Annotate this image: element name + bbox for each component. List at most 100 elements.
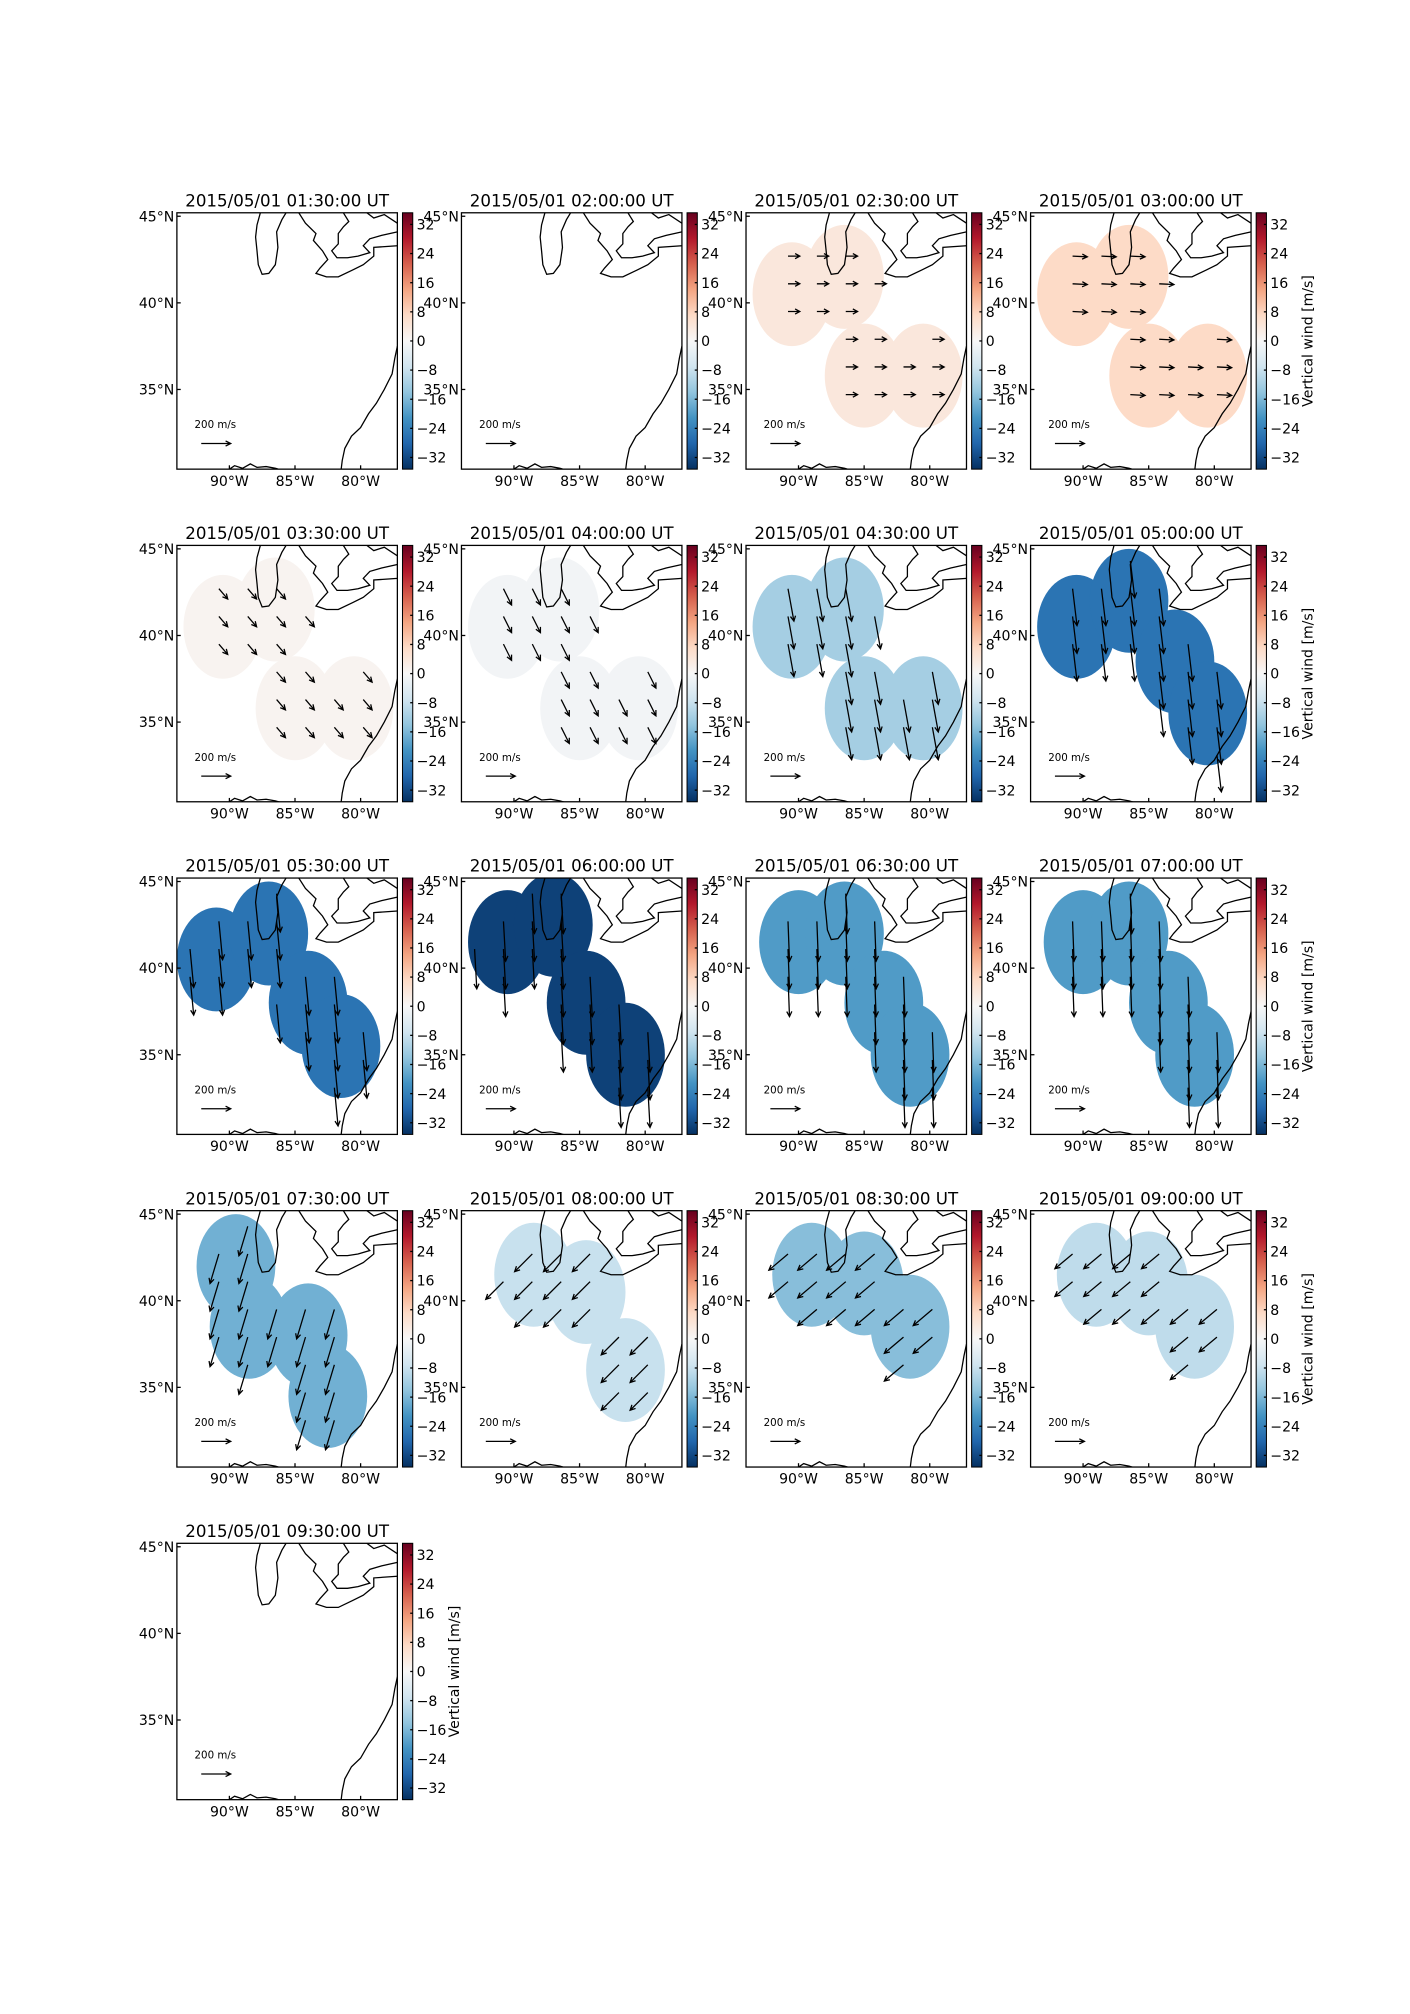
wind-arrow [275, 893, 283, 934]
colorbar-tick-label: 16 [701, 1274, 719, 1290]
coastline [900, 878, 967, 924]
quiver-key-arrow [201, 773, 233, 780]
lon-tick-label: 90°W [779, 806, 818, 822]
wind-arrow [617, 1059, 625, 1102]
colorbar-tick-label: 32 [701, 1215, 719, 1231]
lat-tick-label: 45°N [708, 1207, 743, 1223]
lon-tick-label: 80°W [626, 1139, 665, 1155]
wind-arrow [1082, 1308, 1102, 1326]
wind-arrow [513, 1281, 533, 1301]
wind-arrow [1140, 1308, 1160, 1326]
wind-arrow [1215, 1059, 1222, 1102]
quiver-key-label: 200 m/s [479, 1417, 521, 1429]
wind-arrow [531, 893, 538, 935]
lon-tick-label: 85°W [1129, 806, 1168, 822]
wind-arrow [323, 1309, 335, 1341]
colorbar-tick-label: −16 [701, 725, 731, 741]
lat-tick-label: 45°N [993, 875, 1028, 891]
lon-tick-label: 90°W [210, 1804, 249, 1820]
wind-arrow [618, 699, 628, 718]
wind-arrow [767, 1253, 789, 1272]
wind-arrow [1157, 976, 1164, 1019]
wind-arrow [912, 1308, 933, 1327]
wind-arrow [873, 616, 883, 651]
map-panel: 200 m/s 2015/05/01 09:00:00 UT 45°N 40°N 35°… [993, 1189, 1317, 1487]
colorbar-tick-label: −8 [417, 1361, 438, 1377]
wind-arrow [247, 588, 258, 601]
wind-arrow [796, 1281, 818, 1299]
panel-title: 2015/05/01 06:30:00 UT [754, 857, 959, 876]
map-frame [1029, 212, 1252, 470]
wind-arrow [295, 1364, 307, 1396]
wind-arrow [1215, 1032, 1222, 1074]
coverage-cell [520, 557, 600, 662]
wind-arrow [787, 588, 797, 623]
wind-arrow [845, 336, 859, 343]
wind-arrow [1129, 560, 1138, 600]
lon-tick-label: 85°W [276, 1472, 315, 1488]
wind-arrow [1128, 893, 1135, 935]
wind-arrow [1186, 1004, 1193, 1046]
wind-arrow [589, 727, 599, 745]
wind-arrow [845, 588, 854, 623]
coverage-cell [209, 1274, 289, 1379]
coastline [1081, 463, 1135, 470]
wind-arrow [629, 1336, 649, 1356]
coastline [298, 1210, 398, 1276]
map-area [1037, 212, 1252, 470]
quiver-key-label: 200 m/s [479, 1084, 521, 1096]
coastline [615, 1210, 682, 1257]
wind-arrow [617, 1004, 625, 1046]
lat-tick-label: 35°N [708, 383, 743, 399]
lat-tick-label: 35°N [423, 1380, 458, 1396]
lon-tick-label: 90°W [779, 1472, 818, 1488]
colorbar-tick-label: −16 [417, 392, 447, 408]
coverage-cell [1109, 323, 1189, 428]
quiver-key-label: 200 m/s [1048, 752, 1090, 764]
map-area [752, 545, 967, 802]
coastline [1184, 1210, 1252, 1257]
wind-arrow [1158, 644, 1167, 683]
coastline [625, 1011, 682, 1135]
wind-arrow [1187, 671, 1196, 711]
lon-tick-label: 90°W [210, 474, 249, 490]
lat-tick-label: 40°N [708, 1294, 743, 1310]
colorbar-tick-label: 32 [1270, 1215, 1288, 1231]
coastline [539, 212, 572, 276]
wind-arrow [589, 671, 599, 690]
lon-tick-label: 85°W [1129, 1472, 1168, 1488]
coastline [867, 878, 967, 943]
quiver-key-label: 200 m/s [764, 1417, 806, 1429]
map-frame [1029, 544, 1252, 803]
wind-arrow [218, 616, 229, 628]
lon-tick-label: 80°W [341, 1139, 380, 1155]
colorbar-tick-label: −32 [986, 1116, 1016, 1132]
coverage-cell [1089, 224, 1169, 329]
map-frame [745, 877, 968, 1136]
lon-tick-label: 90°W [210, 1139, 249, 1155]
wind-arrow [531, 949, 538, 991]
lon-tick-label: 80°W [910, 806, 949, 822]
wind-arrow [845, 671, 854, 706]
lon-tick-label: 85°W [276, 1804, 315, 1820]
wind-arrow [1188, 392, 1205, 399]
colorbar-tick-label: 32 [986, 550, 1004, 566]
colorbar-tick-label: 16 [417, 276, 435, 292]
lat-tick-label: 40°N [993, 961, 1028, 977]
wind-arrow [1130, 253, 1147, 260]
wind-arrow [1053, 1253, 1073, 1270]
colorbar-tick-label: −8 [701, 1361, 722, 1377]
map-frame [745, 212, 968, 470]
wind-arrow [646, 1059, 653, 1102]
lat-tick-label: 40°N [423, 961, 458, 977]
panel-title: 2015/05/01 04:00:00 UT [470, 524, 675, 543]
coastline [867, 545, 967, 611]
wind-arrow [646, 1087, 653, 1129]
wind-arrow [931, 699, 941, 734]
figure-body: 200 m/s 2015/05/01 01:30:00 UT 45°N 40°N 35°… [139, 191, 1317, 1820]
map-panel: 200 m/s 2015/05/01 08:00:00 UT 45°N 40°N 35°… [423, 1189, 731, 1487]
lat-tick-label: 40°N [993, 629, 1028, 645]
colorbar-tick-label: 0 [1270, 334, 1279, 350]
wind-arrow [305, 726, 316, 739]
map-panel: 200 m/s 2015/05/01 02:30:00 UT 45°N 40°N 35°… [708, 191, 1016, 489]
